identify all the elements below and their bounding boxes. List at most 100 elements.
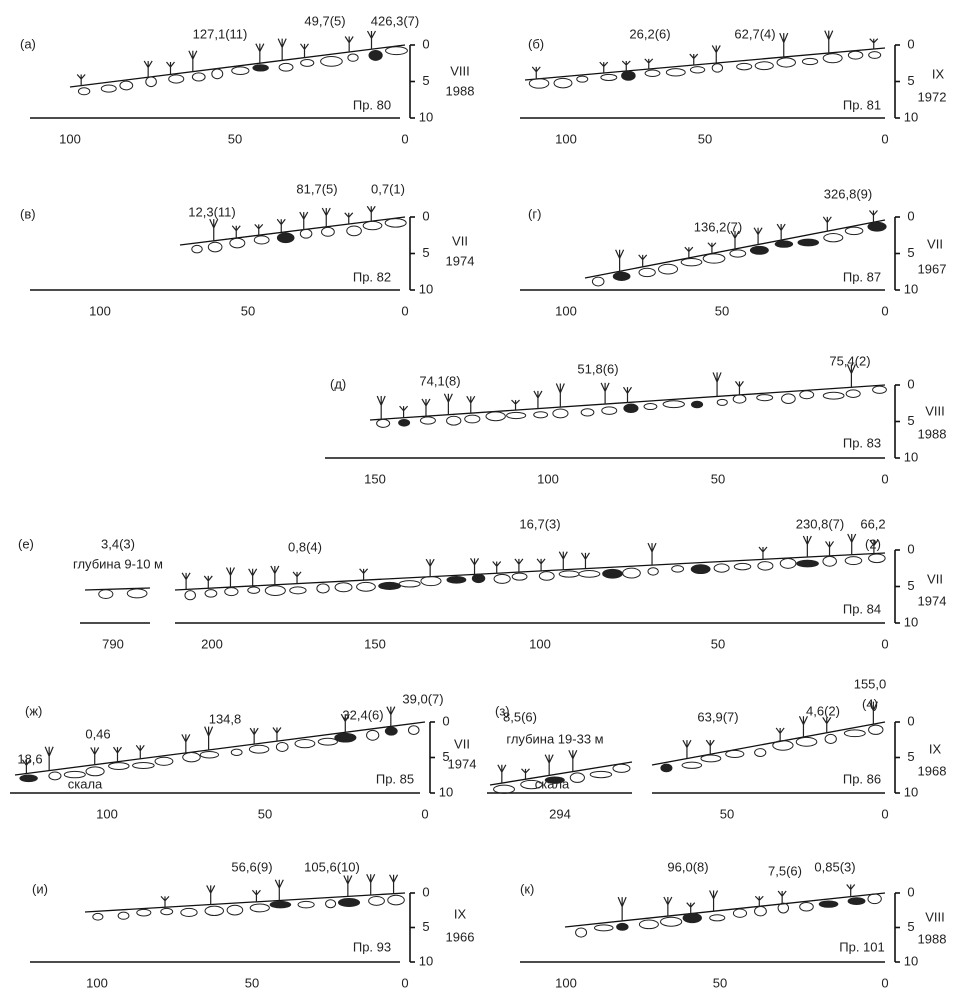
pebble [321, 57, 343, 67]
pebble [385, 219, 406, 227]
pebble [825, 734, 836, 743]
substrate-label: скала [68, 776, 103, 791]
annotation: глубина 9-10 м [73, 556, 163, 571]
pebble [726, 750, 744, 757]
alga [648, 543, 656, 565]
pebble [322, 227, 335, 236]
depth-tick-label: 10 [904, 784, 918, 799]
pebble [109, 763, 129, 770]
depth-tick-label: 10 [904, 109, 918, 124]
alga [731, 231, 739, 249]
annotation: 0,46 [85, 726, 110, 741]
alga [799, 716, 807, 737]
pebble [225, 588, 238, 596]
x-tick-label: 50 [711, 636, 725, 651]
x-tick-label: 100 [86, 975, 108, 990]
seabed-profile [15, 722, 425, 775]
alga [534, 391, 542, 409]
pebble [20, 775, 37, 782]
pebble [661, 917, 682, 926]
pebble [298, 901, 314, 908]
pebble [385, 727, 397, 735]
pebble [623, 568, 641, 578]
pebble [205, 590, 217, 597]
year: 1974 [448, 756, 477, 771]
pebble [873, 386, 887, 393]
pebble [775, 241, 792, 247]
pebble [750, 246, 768, 254]
alga [226, 567, 234, 587]
alga [204, 576, 212, 588]
x-tick-label: 50 [715, 303, 729, 318]
pebble [347, 226, 362, 236]
x-tick-label: 150 [364, 636, 386, 651]
pebble [529, 79, 549, 89]
pebble [734, 563, 750, 569]
annotation: 74,1(8) [419, 373, 460, 388]
pebble [335, 583, 352, 592]
pebble [714, 564, 729, 572]
alga [252, 890, 260, 902]
pebble [576, 928, 587, 937]
annotation: 63,9(7) [697, 709, 738, 724]
alga [205, 727, 213, 750]
pebble [494, 574, 510, 583]
annotation: 12,3(11) [188, 204, 235, 219]
alga [444, 394, 452, 415]
x-tick-label: 100 [89, 303, 111, 318]
pebble [691, 401, 702, 408]
x-tick-label: 50 [241, 303, 255, 318]
annotation: 75,4(2) [829, 353, 870, 368]
month: IX [932, 66, 945, 81]
pebble [421, 576, 441, 585]
profile-number: Пр. 87 [843, 269, 881, 284]
depth-tick-label: 0 [907, 884, 914, 899]
annotation: 426,3(7) [371, 13, 419, 28]
pebble [710, 915, 725, 921]
pebble [796, 737, 817, 746]
pebble [691, 565, 710, 574]
profile-number: Пр. 81 [843, 97, 881, 112]
depth-tick-label: 5 [907, 73, 914, 88]
alga [91, 747, 99, 764]
x-tick-label: 0 [881, 636, 888, 651]
pebble [399, 581, 420, 587]
depth-tick-label: 0 [422, 884, 429, 899]
alga [690, 54, 698, 65]
alga [136, 745, 144, 758]
year: 1974 [446, 253, 475, 268]
depth-tick-label: 10 [419, 281, 433, 296]
pebble [648, 568, 658, 575]
depth-tick-label: 0 [907, 541, 914, 556]
annotation: 105,6(10) [304, 859, 360, 874]
pebble [545, 777, 564, 783]
pebble [318, 738, 337, 745]
pebble [733, 395, 746, 403]
pebble [601, 74, 617, 80]
pebble [146, 77, 157, 87]
alga [114, 747, 122, 762]
alga [847, 885, 855, 897]
alga [826, 541, 834, 555]
alga [471, 558, 479, 574]
pebble [758, 562, 773, 570]
pebble [208, 242, 222, 252]
alga [559, 552, 567, 570]
profile-number: Пр. 80 [353, 97, 391, 112]
pebble [250, 904, 269, 912]
seabed-profile [175, 553, 885, 590]
alga [777, 224, 785, 240]
alga [869, 211, 877, 223]
month: VIII [925, 909, 945, 924]
pebble [824, 234, 843, 242]
annotation: 4,6(2) [806, 703, 840, 718]
alga [645, 59, 653, 69]
alga [780, 33, 788, 57]
pebble [326, 900, 336, 908]
x-tick-label: 100 [537, 471, 559, 486]
alga [664, 897, 672, 916]
month: VII [927, 571, 943, 586]
pebble [823, 392, 844, 399]
x-tick-label: 0 [401, 303, 408, 318]
pebble [579, 571, 600, 578]
